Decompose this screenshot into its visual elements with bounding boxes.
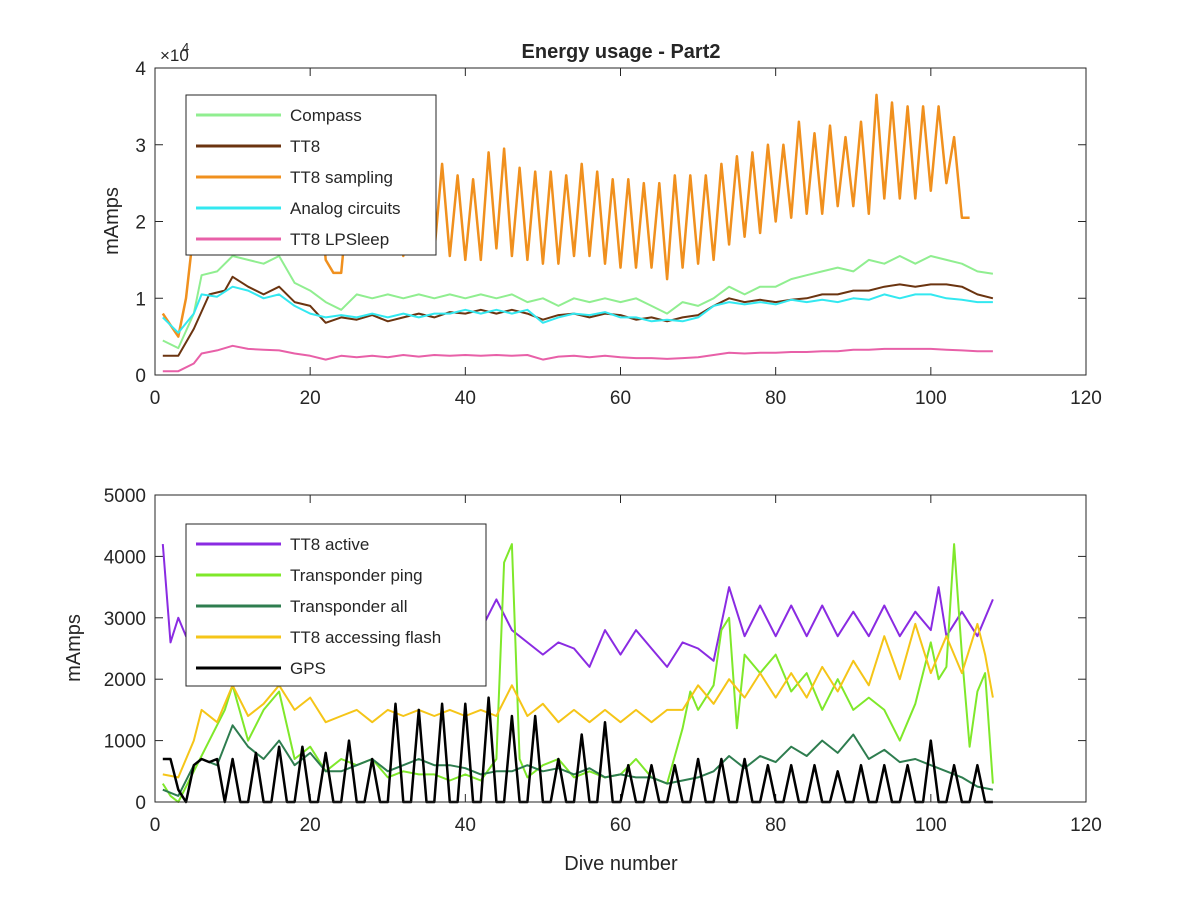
x-tick-label: 80 xyxy=(765,388,786,409)
series-group xyxy=(161,543,994,804)
x-tick-label: 120 xyxy=(1070,815,1102,836)
x-tick-label: 100 xyxy=(915,815,947,836)
series-line-tt8-lpsleep xyxy=(162,344,993,373)
x-tick-label: 20 xyxy=(300,388,321,409)
y-tick-label: 4 xyxy=(135,59,146,80)
series-line-compass xyxy=(162,255,994,350)
x-tick-label: 0 xyxy=(150,815,161,836)
series-line-gps xyxy=(162,696,993,804)
plot-frame xyxy=(154,494,1087,803)
tick-group: 0 20 40 60 80 100 120 0 1 2 3 4 xyxy=(135,59,1101,409)
y-tick-label: 0 xyxy=(135,793,146,814)
bottom-subplot: mAmps Dive number 0 20 40 60 80 100 120 0 1000 20… xyxy=(63,486,1102,875)
y-tick-label: 2000 xyxy=(104,670,146,691)
x-tick-label: 0 xyxy=(150,388,161,409)
x-tick-label: 20 xyxy=(300,815,321,836)
legend-label-tt8-accessing-flash: TT8 accessing flash xyxy=(290,628,441,647)
x-tick-label: 80 xyxy=(765,815,786,836)
legend-box xyxy=(185,94,437,256)
y-axis-label: mAmps xyxy=(101,187,123,255)
legend-label-tt8: TT8 xyxy=(290,137,320,156)
y-tick-label: 4000 xyxy=(104,547,146,568)
y-tick-label: 5000 xyxy=(104,486,146,507)
x-tick-label: 60 xyxy=(610,388,631,409)
legend-label-tt8-lpsleep: TT8 LPSleep xyxy=(290,230,389,249)
x-tick-label: 120 xyxy=(1070,388,1102,409)
x-axis-label: Dive number xyxy=(564,853,678,875)
legend-label-transponder-ping: Transponder ping xyxy=(290,566,423,585)
series-line-transponder-all xyxy=(162,724,994,797)
x-tick-label: 40 xyxy=(455,388,476,409)
y-axis-exponent: ×10 4 xyxy=(160,40,189,65)
y-tick-label: 2 xyxy=(135,213,146,234)
legend: TT8 active Transponder ping Transponder al… xyxy=(185,523,487,687)
series-line-analog-circuits xyxy=(162,285,993,334)
exponent-power: 4 xyxy=(182,40,189,55)
legend-label-tt8-sampling: TT8 sampling xyxy=(290,168,393,187)
legend-label-transponder-all: Transponder all xyxy=(290,597,408,616)
legend-label-analog-circuits: Analog circuits xyxy=(290,199,401,218)
x-tick-label: 100 xyxy=(915,388,947,409)
exponent-base: ×10 xyxy=(160,46,189,65)
tick-group: 0 20 40 60 80 100 120 0 1000 2000 3000 4000 5000 xyxy=(104,486,1102,836)
y-tick-label: 0 xyxy=(135,366,146,387)
legend-label-compass: Compass xyxy=(290,106,362,125)
plot-frame xyxy=(154,67,1087,376)
legend-label-tt8-active: TT8 active xyxy=(290,535,369,554)
top-subplot: Energy usage - Part2 ×10 4 mAmps 0 20 40 60… xyxy=(101,40,1102,409)
y-tick-label: 3 xyxy=(135,136,146,157)
legend-label-gps: GPS xyxy=(290,659,326,678)
series-line-tt8-accessing-flash xyxy=(162,622,994,779)
legend: Compass TT8 TT8 sampling Analog circuits TT8… xyxy=(185,94,437,256)
y-tick-label: 1 xyxy=(135,289,146,310)
y-tick-label: 3000 xyxy=(104,609,146,630)
y-tick-label: 1000 xyxy=(104,732,146,753)
x-tick-label: 40 xyxy=(455,815,476,836)
chart-title: Energy usage - Part2 xyxy=(522,41,721,63)
y-axis-label: mAmps xyxy=(63,614,85,682)
x-tick-label: 60 xyxy=(610,815,631,836)
